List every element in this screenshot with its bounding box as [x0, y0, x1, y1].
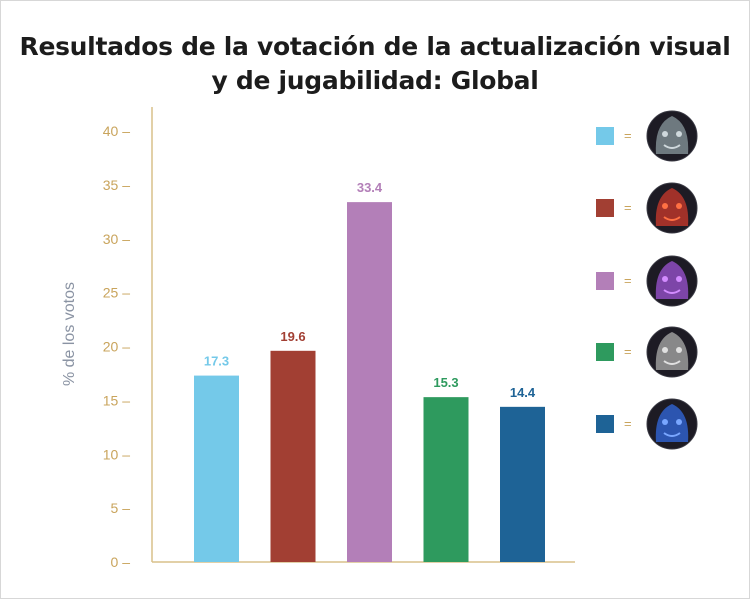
portrait-face [655, 188, 689, 226]
portrait-face [655, 332, 689, 370]
portrait-mouth [663, 432, 681, 437]
chart-title: Resultados de la votación de la actualiz… [0, 30, 750, 98]
y-tick-label: 35 – [103, 177, 130, 193]
y-tick-label: 10 – [103, 446, 130, 462]
y-tick-label: 20 – [103, 339, 130, 355]
y-tick-label: 0 – [111, 554, 131, 570]
portrait-eye [662, 347, 668, 353]
legend-equals: = [624, 200, 632, 215]
portrait-mouth [663, 144, 681, 149]
title-line-2: y de jugabilidad: Global [211, 66, 539, 95]
data-label: 15.3 [433, 375, 458, 390]
portrait-eye [662, 131, 668, 137]
portrait-eye [676, 131, 682, 137]
bar [500, 406, 545, 562]
portrait-face [655, 116, 689, 154]
legend-equals: = [624, 416, 632, 431]
portrait-face [655, 261, 689, 299]
legend-equals: = [624, 344, 632, 359]
legend-swatch [596, 199, 614, 217]
portrait-mouth [663, 216, 681, 221]
portrait-eye [676, 276, 682, 282]
portrait-eye [662, 419, 668, 425]
legend-equals: = [624, 273, 632, 288]
y-tick-label: 5 – [111, 500, 131, 516]
title-line-1: Resultados de la votación de la actualiz… [19, 32, 731, 61]
portrait-eye [676, 347, 682, 353]
bar [423, 397, 469, 562]
bar [194, 375, 239, 562]
portrait-face [655, 404, 689, 442]
portrait-eye [662, 276, 668, 282]
portrait-eye [676, 203, 682, 209]
legend-swatch [596, 415, 614, 433]
y-tick-label: 40 – [103, 123, 130, 139]
bar [270, 350, 316, 562]
y-tick-label: 15 – [103, 392, 130, 408]
legend-swatch [596, 272, 614, 290]
data-label: 17.3 [204, 354, 229, 369]
legend-equals: = [624, 128, 632, 143]
legend-swatch [596, 343, 614, 361]
portrait-mouth [663, 289, 681, 294]
legend-swatch [596, 127, 614, 145]
portrait-eye [662, 203, 668, 209]
y-tick-label: 30 – [103, 231, 130, 247]
portrait-mouth [663, 360, 681, 365]
data-label: 14.4 [510, 385, 536, 400]
data-label: 19.6 [280, 329, 305, 344]
portrait-eye [676, 419, 682, 425]
y-axis-label: % de los votos [61, 282, 78, 386]
bar [347, 202, 392, 563]
data-label: 33.4 [357, 180, 383, 195]
y-tick-label: 25 – [103, 285, 130, 301]
